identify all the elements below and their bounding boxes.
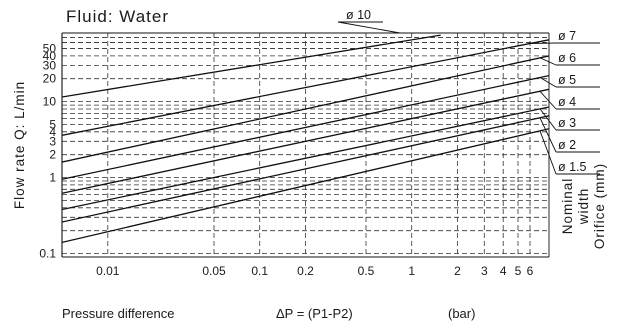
y-axis-label: Flow rate Q: L/min — [12, 81, 27, 209]
y-tick-label: 3 — [49, 134, 56, 148]
x-tick-label: 5 — [515, 264, 522, 278]
series-label-leader — [539, 117, 557, 153]
x-axis-label-part: Pressure difference — [62, 306, 175, 321]
x-tick-label: 6 — [527, 264, 534, 278]
leader-layer — [337, 21, 600, 175]
frame-layer — [61, 32, 550, 258]
series-line — [62, 39, 549, 136]
y-tick-label: 0.1 — [39, 247, 56, 261]
series-label-leader — [539, 57, 557, 66]
x-tick-label: 0.01 — [96, 264, 120, 278]
series-label: ø 6 — [558, 51, 576, 65]
series-label: ø 10 — [346, 8, 371, 22]
series-label: ø 3 — [558, 116, 576, 130]
series-label-leader — [539, 77, 557, 88]
series-label-leader — [529, 42, 557, 45]
series-label: ø 7 — [558, 29, 576, 43]
series-label: ø 5 — [558, 73, 576, 87]
x-tick-label: 3 — [481, 264, 488, 278]
x-tick-label: 0.2 — [297, 264, 314, 278]
x-tick-label: 0.05 — [202, 264, 226, 278]
y-tick-label: 1 — [49, 171, 56, 185]
series-layer — [62, 34, 549, 244]
series-line — [62, 34, 441, 98]
orifice-label-line: Orifice (mm) — [592, 163, 607, 249]
y-tick-label: 40 — [43, 49, 57, 63]
x-tick-label: 1 — [408, 264, 415, 278]
x-axis-label-part: (bar) — [448, 306, 475, 321]
x-tick-label: 0.1 — [251, 264, 268, 278]
y-tick-label: 30 — [43, 58, 57, 72]
y-tick-label: 20 — [43, 72, 57, 86]
series-label-leader — [539, 108, 557, 131]
series-line — [62, 88, 549, 194]
series-label-leader — [539, 90, 557, 110]
orifice-label-line: Nominal — [560, 178, 575, 235]
x-axis-label-part: ΔP = (P1-P2) — [276, 306, 353, 321]
series-label: ø 4 — [558, 95, 576, 109]
y-tick-label: 5 — [49, 118, 56, 132]
series-label-leader — [539, 130, 557, 175]
x-tick-label: 2 — [454, 264, 461, 278]
y-tick-label: 10 — [43, 95, 57, 109]
series-line — [62, 106, 549, 211]
y-tick-label: 2 — [49, 148, 56, 162]
series-label: ø 2 — [558, 138, 576, 152]
series-line — [62, 115, 549, 223]
orifice-label-line: width — [576, 188, 591, 226]
grid-layer — [62, 32, 549, 257]
series-line — [62, 128, 549, 244]
x-tick-label: 0.5 — [358, 264, 375, 278]
series-line — [62, 55, 549, 163]
series-label: ø 1.5 — [558, 160, 587, 174]
x-tick-label: 4 — [500, 264, 507, 278]
chart-title: Fluid: Water — [66, 7, 169, 26]
y-tick-label: 4 — [49, 125, 56, 139]
y-tick-label: 50 — [43, 42, 57, 56]
series-label-leader — [337, 21, 401, 34]
series-line — [62, 74, 549, 180]
